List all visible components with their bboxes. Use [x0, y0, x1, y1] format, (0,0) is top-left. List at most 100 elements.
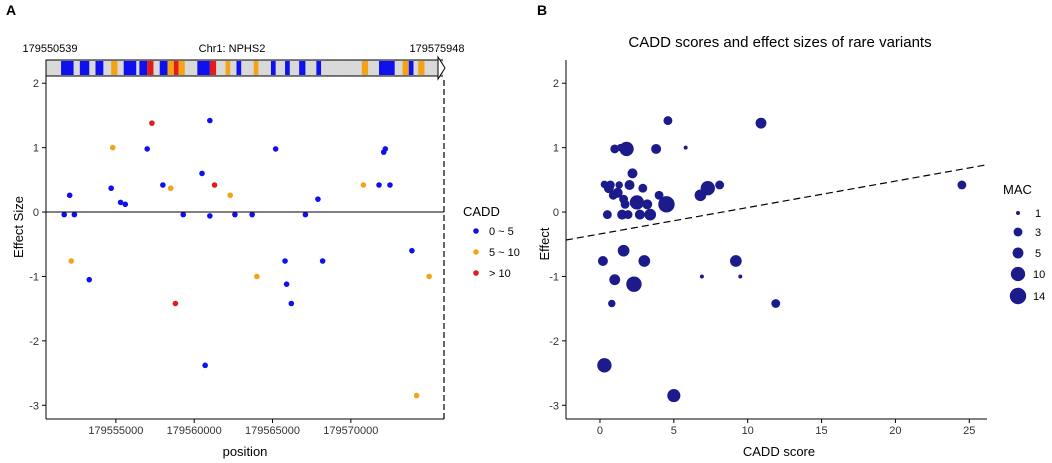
- data-point: [302, 211, 309, 218]
- data-point: [319, 258, 326, 264]
- gene-exon: [167, 61, 174, 75]
- legend-cadd: CADD 0 ~ 5 5 ~ 10 > 10: [463, 204, 520, 280]
- data-point: [207, 213, 213, 219]
- data-point: [144, 146, 151, 152]
- legend-mac-label-10: 10: [1033, 269, 1045, 281]
- gene-exon: [197, 61, 210, 75]
- data-point: [160, 182, 166, 188]
- legend-cadd-label-gt10: > 10: [489, 268, 511, 280]
- data-point: [617, 244, 630, 257]
- data-point: [172, 300, 179, 307]
- data-point: [376, 182, 382, 188]
- gene-exon: [209, 61, 217, 75]
- gene-exon: [361, 61, 369, 75]
- x-tick-label-b: 0: [597, 425, 603, 437]
- data-point: [122, 201, 129, 208]
- gene-exon: [418, 61, 425, 75]
- data-point: [211, 182, 218, 188]
- data-point: [642, 199, 653, 210]
- data-point: [207, 117, 213, 124]
- x-tick-label-a: 179555000: [88, 425, 143, 437]
- gene-exon: [379, 61, 395, 75]
- gene-exon: [147, 61, 154, 75]
- gene-exon: [316, 61, 322, 75]
- data-point: [619, 141, 634, 157]
- data-point: [699, 274, 704, 279]
- data-point: [715, 180, 725, 190]
- legend-mac-label-3: 3: [1035, 227, 1041, 239]
- data-point: [202, 362, 208, 369]
- data-point: [199, 170, 205, 177]
- gene-exon: [95, 61, 104, 75]
- data-point: [71, 211, 78, 218]
- data-point: [638, 183, 648, 193]
- legend-mac-key: [1016, 211, 1020, 215]
- gene-exon: [111, 61, 118, 75]
- data-point: [658, 196, 675, 213]
- legend-cadd-title: CADD: [463, 204, 500, 219]
- x-tick-label-b: 15: [815, 425, 827, 437]
- y-tick-label-a: -2: [29, 336, 39, 348]
- panel-b-chart: CADD scores and effect sizes of rare var…: [537, 34, 1045, 459]
- y-tick-label-a: -3: [29, 400, 39, 412]
- legend-mac: MAC 1 3 5 10 14: [1003, 182, 1045, 305]
- data-point: [108, 185, 114, 192]
- y-axis-title-a: Effect Size: [11, 196, 26, 258]
- gene-exon: [270, 61, 276, 75]
- data-point: [227, 192, 234, 199]
- gene-start-label: 179550539: [22, 43, 77, 55]
- x-axis-title-b: CADD score: [743, 444, 815, 459]
- y-tick-label-b: -3: [549, 400, 559, 412]
- data-point: [957, 180, 967, 190]
- data-point: [663, 116, 673, 126]
- y-tick-label-a: -1: [29, 271, 39, 283]
- gene-arrow-head: [437, 55, 446, 81]
- data-point: [413, 392, 420, 399]
- x-tick-label-b: 20: [889, 425, 901, 437]
- data-point: [61, 211, 67, 218]
- data-point: [634, 209, 645, 220]
- gene-exon: [79, 61, 90, 75]
- data-point: [610, 144, 620, 154]
- data-point: [597, 256, 608, 266]
- data-point: [683, 145, 688, 150]
- legend-cadd-key: [473, 270, 479, 276]
- legend-mac-label-1: 1: [1035, 208, 1041, 220]
- gene-exon: [285, 61, 290, 75]
- data-point: [654, 190, 664, 200]
- legend-mac-key: [1012, 247, 1024, 259]
- gene-exon: [299, 61, 306, 75]
- y-tick-label-a: 0: [33, 207, 39, 219]
- legend-cadd-label-5-10: 5 ~ 10: [489, 247, 520, 259]
- x-tick-label-b: 5: [671, 425, 677, 437]
- legend-mac-label-14: 14: [1033, 291, 1045, 303]
- data-point: [288, 300, 295, 307]
- gene-exon: [173, 61, 179, 75]
- x-axis-title-a: position: [223, 444, 268, 459]
- x-tick-label-b: 25: [963, 425, 975, 437]
- y-tick-label-b: 0: [553, 207, 559, 219]
- data-point: [66, 192, 73, 199]
- y-axis-title-b: Effect: [537, 227, 552, 260]
- x-tick-label-a: 179560000: [167, 425, 222, 437]
- gene-name-label: Chr1: NPHS2: [199, 43, 266, 55]
- data-point: [254, 273, 260, 280]
- gene-end-label: 179575948: [409, 43, 464, 55]
- data-point: [180, 211, 187, 218]
- data-point: [149, 120, 155, 126]
- data-point: [626, 276, 642, 292]
- data-point: [608, 299, 616, 308]
- gene-exon: [159, 61, 168, 75]
- panel-label-b: B: [537, 2, 547, 18]
- data-point: [409, 247, 415, 254]
- data-point: [117, 199, 124, 206]
- data-point: [86, 276, 93, 283]
- gene-exon: [61, 61, 74, 75]
- data-point: [624, 180, 635, 190]
- x-tick-label-b: 10: [742, 425, 754, 437]
- y-tick-label-a: 2: [33, 78, 39, 90]
- data-point: [605, 180, 615, 190]
- gene-exon: [139, 61, 148, 75]
- panel-a-chart: 179550539 Chr1: NPHS2 179575948 -3 -2 -1 0 1…: [11, 43, 520, 459]
